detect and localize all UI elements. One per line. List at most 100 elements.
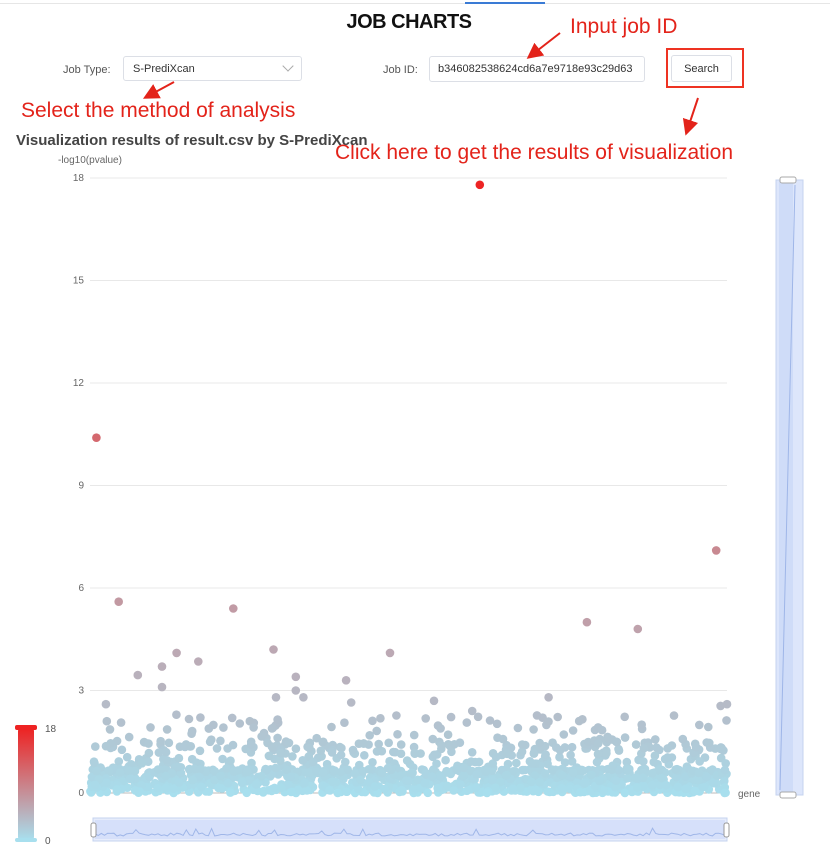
data-point[interactable] (130, 766, 140, 776)
vertical-zoom-handle-bottom[interactable] (779, 791, 797, 799)
data-point[interactable] (298, 756, 308, 765)
data-point[interactable] (614, 765, 623, 775)
data-point[interactable] (535, 777, 544, 787)
data-point[interactable] (197, 782, 206, 792)
data-point[interactable] (691, 742, 701, 752)
data-point[interactable] (544, 717, 553, 726)
data-point[interactable] (209, 720, 218, 730)
data-point[interactable] (316, 746, 326, 756)
data-point[interactable] (429, 696, 439, 706)
data-point[interactable] (305, 743, 314, 753)
data-point[interactable] (544, 693, 553, 702)
data-point[interactable] (462, 718, 472, 727)
data-point[interactable] (663, 744, 672, 753)
data-point[interactable] (318, 737, 328, 747)
data-point[interactable] (194, 772, 204, 782)
data-point[interactable] (346, 698, 356, 707)
data-point[interactable] (488, 759, 498, 768)
data-point[interactable] (360, 751, 369, 760)
data-point[interactable] (377, 768, 387, 778)
data-point[interactable] (633, 624, 643, 634)
data-point[interactable] (423, 788, 433, 798)
data-point[interactable] (228, 740, 238, 750)
data-point[interactable] (291, 672, 301, 682)
data-point[interactable] (719, 746, 728, 755)
data-point[interactable] (376, 714, 385, 723)
data-point[interactable] (172, 710, 181, 719)
data-point[interactable] (473, 712, 483, 722)
data-point[interactable] (284, 738, 294, 748)
data-point[interactable] (370, 782, 380, 791)
data-point[interactable] (276, 748, 285, 758)
data-point[interactable] (594, 739, 603, 748)
data-point[interactable] (161, 783, 170, 793)
data-point[interactable] (144, 748, 154, 758)
data-point[interactable] (553, 712, 562, 722)
data-point[interactable] (90, 780, 100, 790)
data-point[interactable] (690, 786, 700, 796)
data-point[interactable] (226, 788, 235, 797)
data-point[interactable] (493, 733, 502, 742)
data-point[interactable] (437, 741, 446, 750)
data-point[interactable] (218, 754, 227, 764)
data-point[interactable] (223, 778, 233, 788)
data-point[interactable] (164, 738, 174, 748)
data-point[interactable] (678, 734, 688, 744)
data-point[interactable] (137, 759, 147, 768)
data-point[interactable] (650, 751, 660, 760)
visual-map-legend[interactable]: 18 0 (15, 724, 57, 847)
data-point[interactable] (342, 787, 351, 796)
data-point[interactable] (219, 723, 228, 732)
data-point[interactable] (190, 764, 199, 774)
data-point[interactable] (377, 746, 387, 756)
data-point[interactable] (623, 773, 632, 783)
data-point[interactable] (421, 714, 431, 723)
data-point[interactable] (508, 767, 518, 776)
data-point[interactable] (529, 725, 538, 734)
data-point[interactable] (356, 775, 365, 785)
job-type-select[interactable]: S-PrediXcan (123, 56, 302, 81)
data-point[interactable] (341, 676, 351, 685)
data-point[interactable] (235, 719, 245, 728)
data-point[interactable] (257, 732, 266, 741)
data-point[interactable] (409, 730, 419, 740)
data-point[interactable] (337, 743, 346, 753)
data-point[interactable] (153, 765, 163, 774)
data-point[interactable] (587, 770, 596, 780)
data-point[interactable] (104, 766, 113, 775)
data-point[interactable] (672, 772, 681, 782)
data-point[interactable] (491, 752, 501, 762)
data-point[interactable] (161, 771, 170, 781)
data-point[interactable] (649, 757, 659, 767)
data-point[interactable] (695, 720, 704, 730)
data-point[interactable] (436, 772, 446, 782)
data-point[interactable] (639, 757, 648, 766)
data-point[interactable] (169, 784, 178, 793)
data-point[interactable] (350, 769, 360, 778)
data-point[interactable] (264, 751, 274, 761)
data-point[interactable] (245, 716, 255, 726)
data-point[interactable] (368, 716, 377, 726)
data-point[interactable] (273, 715, 282, 724)
data-point[interactable] (372, 726, 382, 736)
data-point[interactable] (312, 733, 322, 743)
data-point[interactable] (325, 785, 334, 795)
data-point[interactable] (368, 758, 377, 767)
data-point[interactable] (631, 740, 641, 749)
horizontal-zoom-handle-left[interactable] (90, 822, 97, 838)
data-point[interactable] (312, 767, 321, 776)
data-point[interactable] (392, 711, 401, 720)
data-point[interactable] (243, 767, 252, 776)
data-point[interactable] (708, 778, 718, 787)
data-point[interactable] (273, 733, 282, 743)
data-point[interactable] (157, 662, 167, 671)
data-point[interactable] (397, 785, 407, 795)
data-point[interactable] (495, 777, 505, 787)
data-point[interactable] (102, 778, 111, 787)
data-point[interactable] (251, 780, 261, 789)
data-point[interactable] (237, 778, 247, 788)
data-point[interactable] (410, 748, 420, 758)
horizontal-zoom-handle-right[interactable] (723, 822, 730, 838)
data-point[interactable] (595, 776, 604, 786)
data-point[interactable] (620, 733, 630, 742)
